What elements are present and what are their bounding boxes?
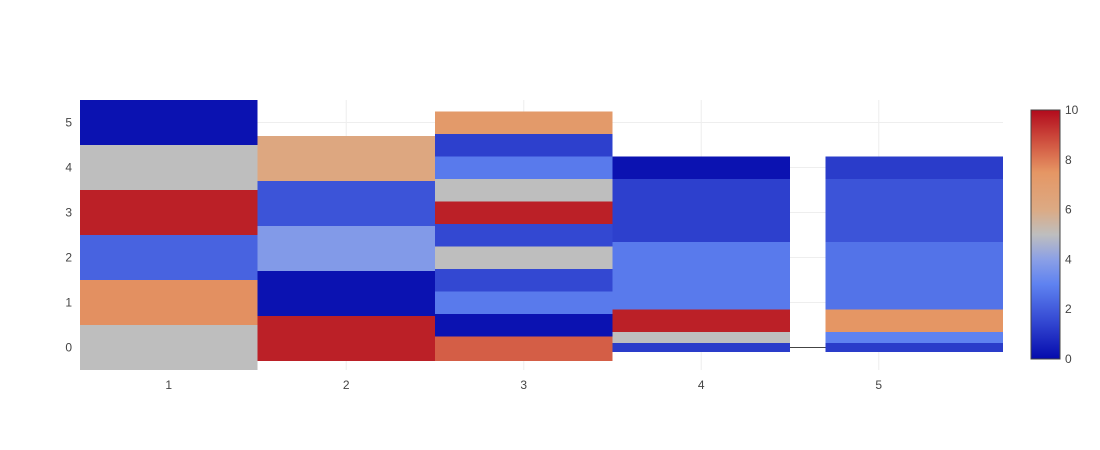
y-tick-label: 2 <box>65 251 72 265</box>
x-tick-label: 1 <box>165 378 172 392</box>
heatmap-cell-col-3 <box>435 246 613 269</box>
heatmap-cell-col-3 <box>435 156 613 179</box>
heatmap-cell-col-4 <box>612 309 790 332</box>
heatmap-cell-col-1 <box>80 280 258 325</box>
heatmap-cell-col-1 <box>80 145 258 190</box>
heatmap-cell-col-4 <box>612 343 790 352</box>
heatmap-cells <box>80 100 1003 370</box>
heatmap-cell-col-1 <box>80 235 258 280</box>
heatmap-cell-col-5 <box>825 309 1003 332</box>
x-tick-label: 2 <box>343 378 350 392</box>
heatmap-cell-col-2 <box>257 136 435 181</box>
colorbar-tick-label: 10 <box>1065 103 1079 117</box>
heatmap-cell-col-3 <box>435 201 613 224</box>
heatmap-cell-col-1 <box>80 190 258 235</box>
x-tick-label: 4 <box>698 378 705 392</box>
heatmap-cell-col-3 <box>435 178 613 202</box>
heatmap-cell-col-2 <box>257 226 435 271</box>
heatmap-cell-col-1 <box>80 100 258 145</box>
heatmap-cell-col-2 <box>257 316 435 361</box>
heatmap-cell-col-2 <box>257 181 435 226</box>
heatmap-cell-col-3 <box>435 291 613 314</box>
heatmap-cell-col-3 <box>435 313 613 337</box>
y-tick-label: 0 <box>65 341 72 355</box>
y-tick-label: 4 <box>65 161 72 175</box>
colorbar-tick-label: 4 <box>1065 252 1072 266</box>
x-tick-label: 3 <box>520 378 527 392</box>
heatmap-cell-col-3 <box>435 336 613 361</box>
colorbar-tick-label: 8 <box>1065 153 1072 167</box>
y-tick-label: 5 <box>65 116 72 130</box>
y-axis-ticks: 0 1 2 3 4 5 <box>65 116 72 355</box>
heatmap-cell-col-5 <box>825 241 1003 310</box>
x-axis-ticks: 1 2 3 4 5 <box>165 378 882 392</box>
heatmap-cell-col-3 <box>435 133 613 157</box>
heatmap-cell-col-1 <box>80 325 258 370</box>
heatmap-cell-col-5 <box>825 343 1003 352</box>
heatmap-cell-col-5 <box>825 178 1003 242</box>
heatmap-cell-col-4 <box>612 331 790 343</box>
colorbar-tick-label: 2 <box>1065 302 1072 316</box>
heatmap-cell-col-2 <box>257 271 435 316</box>
heatmap-cell-col-4 <box>612 241 790 310</box>
heatmap-cell-col-3 <box>435 111 613 134</box>
x-tick-label: 5 <box>875 378 882 392</box>
heatmap-cell-col-3 <box>435 223 613 247</box>
colorbar-tick-label: 0 <box>1065 352 1072 366</box>
heatmap-cell-col-4 <box>612 178 790 242</box>
colorbar-gradient <box>1030 109 1061 360</box>
y-tick-label: 3 <box>65 206 72 220</box>
heatmap-cell-col-3 <box>435 268 613 292</box>
heatmap-cell-col-5 <box>825 156 1003 179</box>
colorbar: 0 2 4 6 8 10 <box>1030 103 1079 366</box>
heatmap-cell-col-5 <box>825 331 1003 343</box>
y-tick-label: 1 <box>65 296 72 310</box>
colorbar-tick-label: 6 <box>1065 203 1072 217</box>
heatmap-cell-col-4 <box>612 156 790 179</box>
